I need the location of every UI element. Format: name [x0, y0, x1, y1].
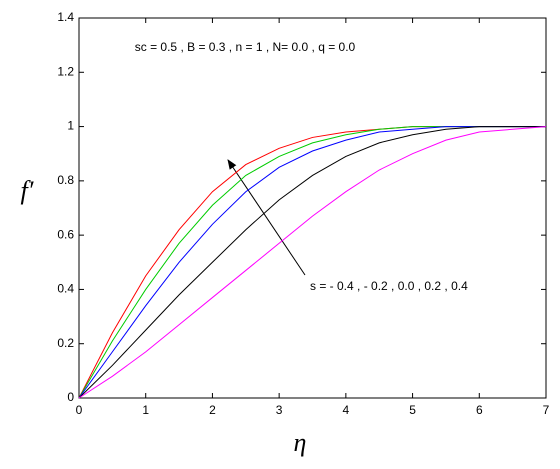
y-tick-label: 1.4 [57, 10, 74, 24]
annotation: s = - 0.4 , - 0.2 , 0.0 , 0.2 , 0.4 [310, 279, 468, 293]
x-tick-label: 6 [476, 403, 483, 417]
x-tick-label: 2 [209, 403, 216, 417]
y-tick-label: 1.2 [57, 64, 74, 78]
y-tick-label: 0 [67, 390, 74, 404]
arrow [227, 159, 306, 276]
y-tick-label: 0.6 [57, 227, 74, 241]
plot-frame [78, 17, 547, 399]
curve [78, 126, 546, 399]
x-tick-label: 0 [76, 403, 83, 417]
curve [78, 126, 546, 399]
y-tick-label: 1 [67, 119, 74, 133]
curve [78, 126, 547, 399]
x-tick-label: 1 [142, 403, 149, 417]
x-axis-label: η [294, 428, 307, 457]
x-tick-label: 5 [409, 403, 416, 417]
y-tick-label: 0.8 [57, 173, 74, 187]
x-tick-label: 7 [543, 403, 550, 417]
y-axis-label: f′ [21, 176, 34, 205]
y-tick-label: 0.4 [57, 282, 74, 296]
y-tick-label: 0.2 [57, 336, 74, 350]
x-tick-label: 3 [276, 403, 283, 417]
annotation: sc = 0.5 , B = 0.3 , n = 1 , N= 0.0 , q … [135, 40, 356, 54]
x-tick-label: 4 [343, 403, 350, 417]
